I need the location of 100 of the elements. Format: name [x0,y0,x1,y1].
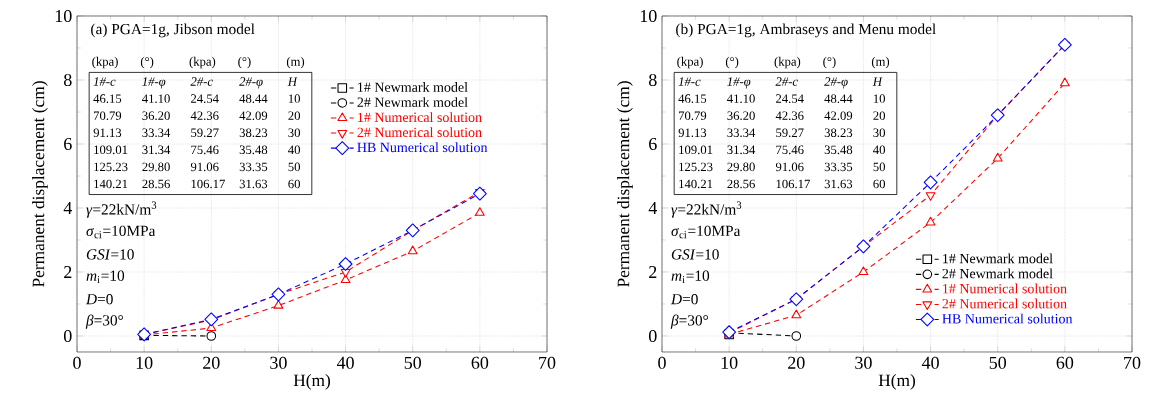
annotation: GSI=10 [671,249,719,260]
annotation: 91.06 [775,162,804,172]
annotation: m$_{i}$=10 [671,270,710,284]
x-tick-label: 60 [1056,356,1074,369]
annotation: 30 [288,128,301,137]
y-tick-label: 2 [64,266,72,278]
annotation: (kpa) [92,56,118,69]
annotation: 109.01 [94,145,128,155]
annotation: 31.34 [727,145,756,155]
legend-label: 2# Newmark model [357,97,468,107]
annotation: H [872,77,883,86]
annotation: (kpa) [774,56,801,69]
x-tick-label: 50 [989,356,1007,369]
annotation: (°) [140,56,154,69]
annotation: 41.10 [142,94,170,103]
annotation: 24.54 [191,94,219,103]
x-tick-label: 0 [658,356,666,369]
annotation: 10 [288,94,301,103]
legend-label: HB Numerical solution [942,313,1073,324]
annotation: 91.06 [190,162,219,172]
y-axis-title: Permanent displacement (cm) [617,81,633,287]
annotation: 2#-c [775,77,798,86]
y-tick-label: 2 [649,266,657,278]
annotation: 46.15 [678,94,707,103]
annotation: 36.20 [727,111,755,120]
annotation: 70.79 [93,111,122,120]
annotation: 28.56 [142,179,170,189]
y-tick-label: 10 [55,9,72,23]
annotation: σ$_{ci}$=10MPa [86,225,156,239]
annotation: 106.17 [776,179,810,189]
annotation: (kpa) [189,56,216,69]
y-tick-label: 6 [649,137,657,151]
legend-label: 2# Newmark model [942,268,1053,279]
annotation: 2#-φ [824,77,848,89]
annotation: (kpa) [677,56,703,69]
annotation: 29.80 [142,162,170,172]
annotation: 75.46 [776,145,804,155]
annotation: 35.48 [824,145,853,155]
chart-title: (b) PGA=1g, Ambraseys and Menu model [676,23,936,38]
annotation: 50 [288,162,301,172]
annotation: 91.13 [678,128,707,138]
legend-label: 2# Numerical solution [357,127,482,138]
annotation: 38.23 [239,128,268,138]
y-tick-label: 4 [648,202,658,214]
annotation: GSI=10 [86,249,134,260]
annotation: m$_{i}$=10 [86,270,125,284]
x-tick-label: 30 [855,356,872,369]
annotation: 59.27 [776,128,804,138]
annotation: 31.63 [824,179,853,189]
annotation: 31.63 [239,179,268,189]
chart-title: (a) PGA=1g, Jibson model [91,23,255,38]
annotation: D=0 [85,294,113,305]
annotation: 60 [288,179,301,189]
x-tick-label: 40 [336,356,354,369]
annotation: 42.36 [775,111,804,120]
annotation: 24.54 [776,94,804,103]
y-tick-label: 0 [63,329,72,343]
annotation: 60 [873,179,886,189]
annotation: 70.79 [678,111,707,120]
annotation: 125.23 [94,162,128,172]
x-tick-label: 10 [136,356,153,369]
annotation: 59.27 [191,128,219,138]
annotation: 125.23 [679,162,713,172]
annotation: σ$_{ci}$=10MPa [671,225,741,239]
y-tick-label: 10 [640,9,657,23]
annotation: (°) [725,56,739,69]
y-tick-label: 4 [63,202,73,214]
legend-label: 1# Newmark model [943,253,1053,264]
annotation: 33.34 [142,128,171,138]
annotation: (m) [871,56,890,69]
annotation: β=30° [85,314,123,329]
annotation: 1#-φ [727,77,751,89]
annotation: D=0 [670,294,698,305]
annotation: 40 [873,145,886,155]
annotation: 140.21 [94,179,128,189]
annotation: 140.21 [679,179,713,189]
annotation: 40 [288,145,301,155]
x-tick-label: 50 [404,356,422,369]
annotation: 33.34 [727,128,756,138]
x-tick-label: 20 [203,356,220,369]
annotation: 1#-c [93,77,116,86]
annotation: 20 [288,111,301,120]
annotation: 2#-φ [239,77,263,89]
annotation: 109.01 [679,145,713,155]
annotation: 30 [873,128,886,137]
annotation: 35.48 [239,145,268,155]
annotation: 28.56 [727,179,755,189]
x-axis-title: H(m) [878,374,916,390]
annotation: 42.09 [239,111,268,120]
x-tick-label: 70 [539,356,556,369]
y-tick-label: 8 [63,73,72,87]
x-tick-label: 20 [788,356,805,369]
annotation: (m) [286,56,305,69]
annotation: 31.34 [142,145,171,155]
annotation: 38.23 [824,128,853,138]
annotation: 33.35 [239,162,268,172]
y-tick-label: 0 [648,329,657,343]
annotation: 20 [873,111,886,120]
x-axis-title: H(m) [293,374,331,390]
annotation: γ=22kN/m$^{3}$ [86,201,157,218]
